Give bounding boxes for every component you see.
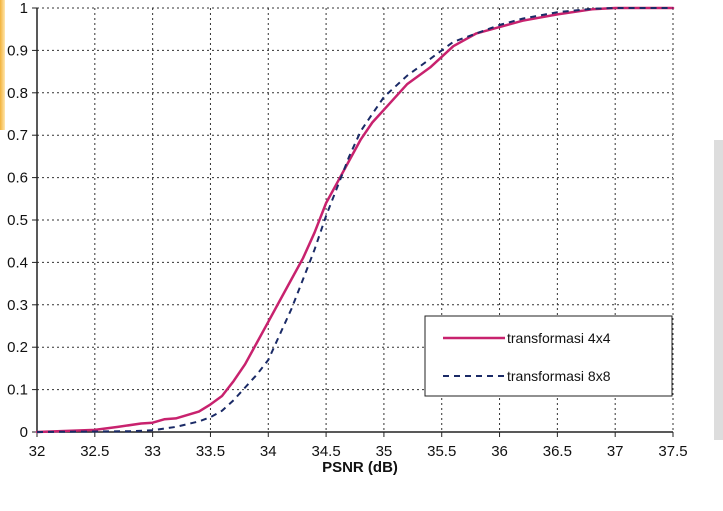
x-tick-label: 34.5: [311, 443, 340, 460]
x-tick-label: 33: [144, 443, 161, 460]
x-tick-label: 34: [260, 443, 277, 460]
legend-box: [424, 315, 673, 397]
y-tick-label: 0: [20, 424, 28, 441]
x-tick-label: 37: [607, 443, 624, 460]
y-tick-label: 0.1: [7, 382, 28, 399]
x-axis-title: PSNR (dB): [322, 459, 398, 476]
y-tick-label: 0.9: [7, 42, 28, 59]
series-lines: [35, 6, 675, 434]
x-tick-label: 36.5: [543, 443, 572, 460]
y-tick-label: 0.4: [7, 254, 28, 271]
legend-label-4x4: transformasi 4x4: [507, 330, 611, 346]
series-line-0: [35, 6, 675, 434]
y-tick-label: 0.2: [7, 339, 28, 356]
legend: transformasi 4x4 transformasi 8x8: [424, 315, 673, 397]
y-tick-label: 1: [20, 0, 28, 17]
y-tick-label: 0.3: [7, 297, 28, 314]
tick-labels: 32 32.5 33 33.5 34 34.5 35 35.5 36 36.5 37 37.5 0 0.1…: [7, 0, 687, 460]
x-tick-label: 32.5: [80, 443, 109, 460]
x-tick-label: 37.5: [658, 443, 687, 460]
y-tick-label: 0.6: [7, 170, 28, 187]
y-tick-label: 0.5: [7, 212, 28, 229]
y-tick-label: 0.7: [7, 127, 28, 144]
x-tick-label: 33.5: [196, 443, 225, 460]
right-edge-decor: [714, 140, 723, 440]
x-tick-label: 35.5: [427, 443, 456, 460]
left-edge-decor: [0, 0, 5, 130]
legend-label-8x8: transformasi 8x8: [507, 368, 611, 384]
x-tick-label: 32: [29, 443, 46, 460]
y-tick-label: 0.8: [7, 85, 28, 102]
grid-lines: [32, 7, 674, 437]
series-line-1: [36, 7, 673, 433]
x-tick-label: 35: [376, 443, 393, 460]
axes: [36, 8, 673, 433]
x-tick-label: 36: [491, 443, 508, 460]
